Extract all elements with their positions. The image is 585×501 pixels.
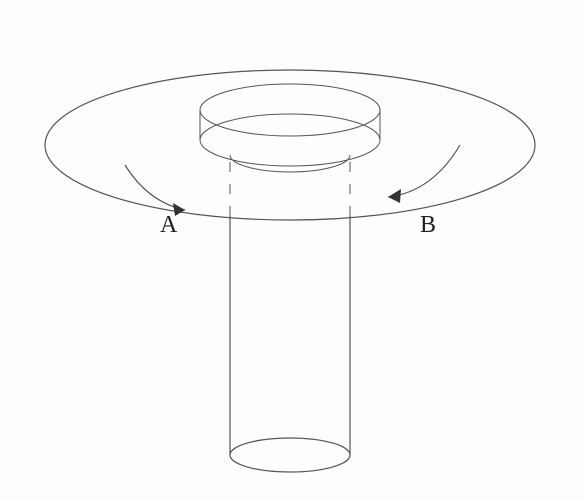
label-b: B [420,212,436,238]
arrow-b-head-icon [388,189,401,203]
label-a: A [160,212,178,238]
inner-ring-top [200,84,380,136]
disc-outline [45,70,535,220]
cylinder-bottom [230,438,350,472]
inner-ring-bottom [200,114,380,166]
arrow-b-shaft [388,145,460,197]
